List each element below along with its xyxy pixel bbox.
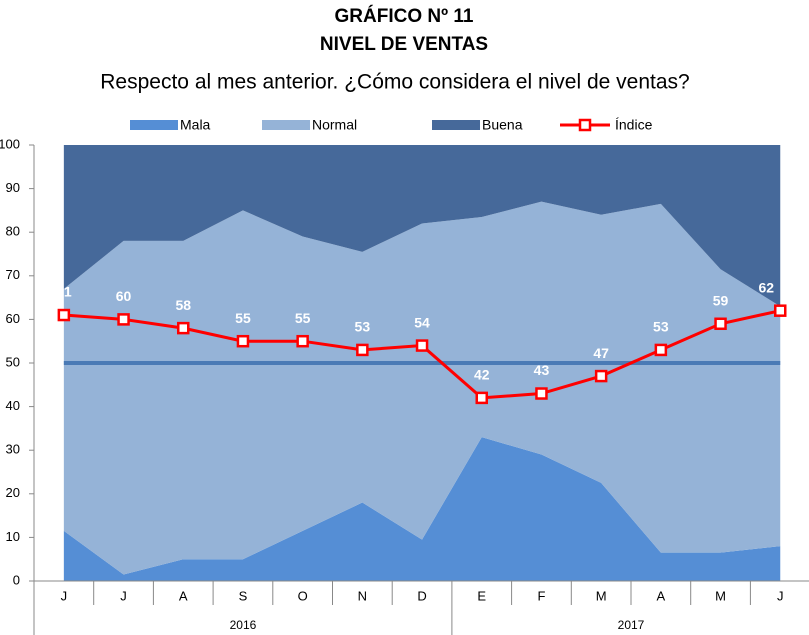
index-marker	[475, 391, 488, 405]
y-tick-label: 0	[13, 572, 20, 587]
year-label: 2017	[618, 618, 645, 632]
x-tick-label: J	[120, 588, 127, 603]
index-marker	[57, 308, 71, 322]
area	[63, 201, 781, 575]
index-marker	[774, 304, 787, 317]
y-tick-label: 10	[6, 529, 20, 544]
data-label: 42	[474, 367, 490, 383]
y-tick-label: 90	[6, 180, 20, 195]
x-tick-label: M	[596, 588, 607, 603]
data-label: 55	[235, 310, 251, 326]
year-label: 2016	[230, 618, 257, 632]
data-label: 55	[295, 310, 311, 326]
data-label: 43	[534, 362, 550, 378]
legend-swatch	[130, 120, 178, 130]
legend-swatch	[432, 120, 480, 130]
legend-label: Buena	[482, 117, 523, 133]
data-label: 53	[355, 319, 371, 335]
index-marker	[535, 387, 548, 400]
legend-label: Normal	[312, 117, 357, 133]
index-marker	[117, 313, 130, 326]
legend-label: Índice	[615, 117, 653, 133]
x-tick-label: O	[298, 588, 308, 603]
y-tick-label: 70	[6, 267, 20, 282]
x-tick-label: N	[358, 588, 367, 603]
y-tick-label: 30	[6, 442, 20, 457]
legend-label: Mala	[180, 117, 211, 133]
x-tick-label: A	[179, 588, 188, 603]
y-tick-label: 100	[0, 136, 20, 151]
area	[63, 437, 781, 581]
x-tick-label: F	[537, 588, 545, 603]
index-marker	[415, 339, 429, 352]
index-marker	[177, 321, 190, 335]
data-label: 58	[175, 297, 191, 313]
y-tick-label: 80	[6, 224, 20, 239]
area	[63, 145, 781, 307]
chart-subtitle: NIVEL DE VENTAS	[320, 34, 488, 55]
x-tick-label: S	[239, 588, 248, 603]
data-label: 54	[414, 314, 430, 330]
data-label: 61	[56, 284, 72, 300]
x-tick-label: M	[715, 588, 726, 603]
data-label: 60	[116, 288, 132, 304]
chart-title: GRÁFICO Nº 11	[335, 5, 474, 27]
data-label: 53	[653, 319, 669, 335]
index-marker	[594, 369, 608, 383]
index-marker	[236, 334, 250, 348]
y-tick-label: 60	[6, 311, 20, 326]
y-tick-label: 40	[6, 398, 20, 413]
x-tick-label: J	[61, 588, 68, 603]
data-label: 47	[593, 345, 609, 361]
data-label: 62	[758, 279, 774, 295]
index-marker	[296, 334, 309, 348]
x-tick-label: E	[477, 588, 486, 603]
y-tick-label: 50	[6, 354, 20, 369]
chart-question: Respecto al mes anterior. ¿Cómo consider…	[100, 71, 689, 94]
legend-marker	[578, 118, 592, 132]
index-marker	[356, 343, 369, 357]
y-tick-label: 20	[6, 485, 20, 500]
x-tick-label: A	[657, 588, 666, 603]
x-tick-label: D	[417, 588, 426, 603]
index-marker	[714, 317, 727, 331]
x-tick-label: J	[777, 588, 784, 603]
legend-swatch	[262, 120, 310, 130]
index-marker	[654, 343, 668, 357]
data-label: 59	[713, 292, 729, 308]
